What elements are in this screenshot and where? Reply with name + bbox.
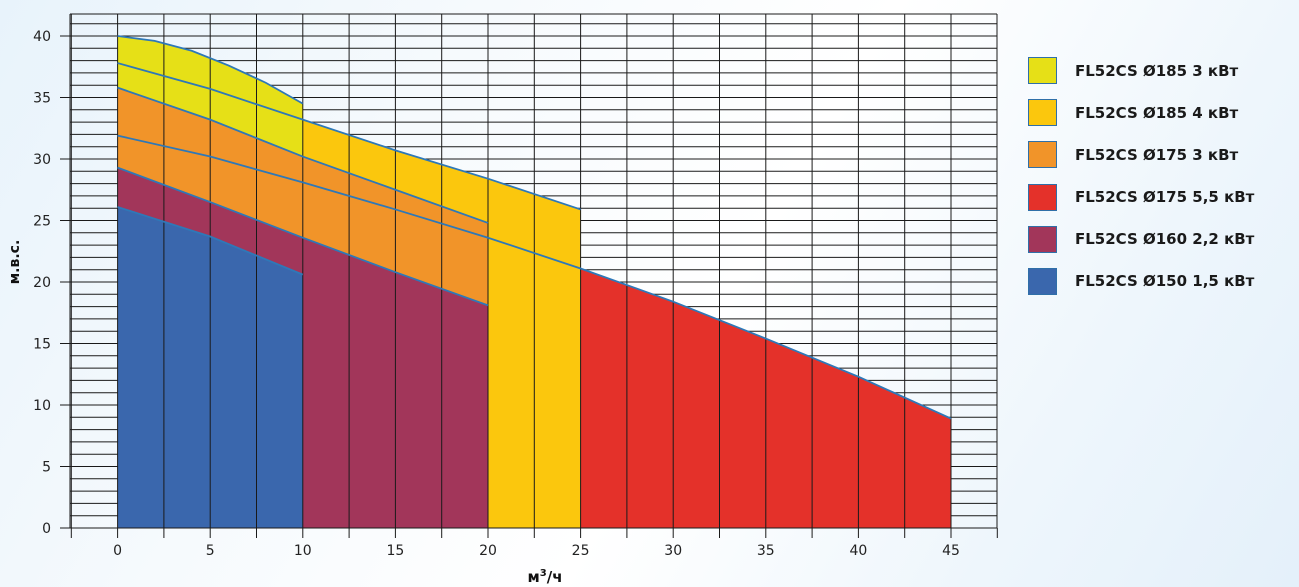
legend-swatch <box>1028 183 1057 211</box>
series-curve <box>117 206 304 276</box>
vertical-grid <box>70 14 952 528</box>
x-axis-label: м3/ч <box>527 568 562 586</box>
x-tick-labels: 0 5 10 15 20 25 30 35 40 45 <box>113 543 960 559</box>
x-tick-label: 30 <box>664 543 682 559</box>
y-tick-label: 25 <box>33 214 51 230</box>
legend-label: FL52CS Ø185 3 кВт <box>1075 61 1239 80</box>
legend-swatch <box>1028 267 1057 295</box>
legend-label: FL52CS Ø175 3 кВт <box>1075 145 1239 164</box>
legend-item: FL52CS Ø160 2,2 кВт <box>1028 225 1293 253</box>
axes <box>60 13 998 538</box>
x-axis-label-sup: 3 <box>540 568 547 579</box>
legend-swatch <box>1028 225 1057 253</box>
x-axis-label-main: м <box>527 568 539 586</box>
legend-label: FL52CS Ø160 2,2 кВт <box>1075 230 1255 249</box>
x-tick-label: 5 <box>206 543 215 559</box>
y-tick-label: 40 <box>33 29 51 45</box>
legend-label: FL52CS Ø185 4 кВт <box>1075 103 1239 122</box>
legend-item: FL52CS Ø175 5,5 кВт <box>1028 183 1293 211</box>
legend-label: FL52CS Ø150 1,5 кВт <box>1075 272 1255 291</box>
series-curve <box>117 35 304 105</box>
series-curve <box>117 62 581 211</box>
legend-label: FL52CS Ø175 5,5 кВт <box>1075 188 1255 207</box>
series-curve <box>117 86 489 224</box>
y-tick-label: 0 <box>42 521 51 537</box>
y-tick-label: 10 <box>33 398 51 414</box>
legend-item: FL52CS Ø150 1,5 кВт <box>1028 267 1293 295</box>
y-tick-label: 20 <box>33 275 51 291</box>
legend-swatch <box>1028 99 1057 127</box>
y-tick-label: 35 <box>33 91 51 107</box>
y-tick-labels: 0 5 10 15 20 25 30 35 40 <box>33 29 51 537</box>
x-axis-label-rest: /ч <box>547 568 563 586</box>
legend-item: FL52CS Ø175 3 кВт <box>1028 141 1293 169</box>
x-tick-label: 25 <box>572 543 590 559</box>
x-tick-label: 35 <box>757 543 775 559</box>
legend-item: FL52CS Ø185 3 кВт <box>1028 57 1293 84</box>
x-tick-label: 45 <box>942 543 960 559</box>
legend: FL52CS Ø185 3 кВт FL52CS Ø185 4 кВт FL52… <box>1028 57 1293 310</box>
y-tick-label: 15 <box>33 337 51 353</box>
y-tick-label: 30 <box>33 152 51 168</box>
x-tick-label: 0 <box>113 543 122 559</box>
legend-swatch <box>1028 141 1057 169</box>
x-tick-label: 15 <box>386 543 404 559</box>
legend-swatch <box>1028 57 1057 84</box>
series-curves <box>117 35 952 420</box>
series-curve <box>117 166 489 307</box>
x-tick-label: 10 <box>294 543 312 559</box>
y-axis-label: м.в.с. <box>7 240 23 285</box>
series-curve <box>117 134 952 420</box>
x-tick-label: 40 <box>849 543 867 559</box>
legend-item: FL52CS Ø185 4 кВт <box>1028 99 1293 127</box>
x-tick-label: 20 <box>479 543 497 559</box>
y-tick-label: 5 <box>42 460 51 476</box>
